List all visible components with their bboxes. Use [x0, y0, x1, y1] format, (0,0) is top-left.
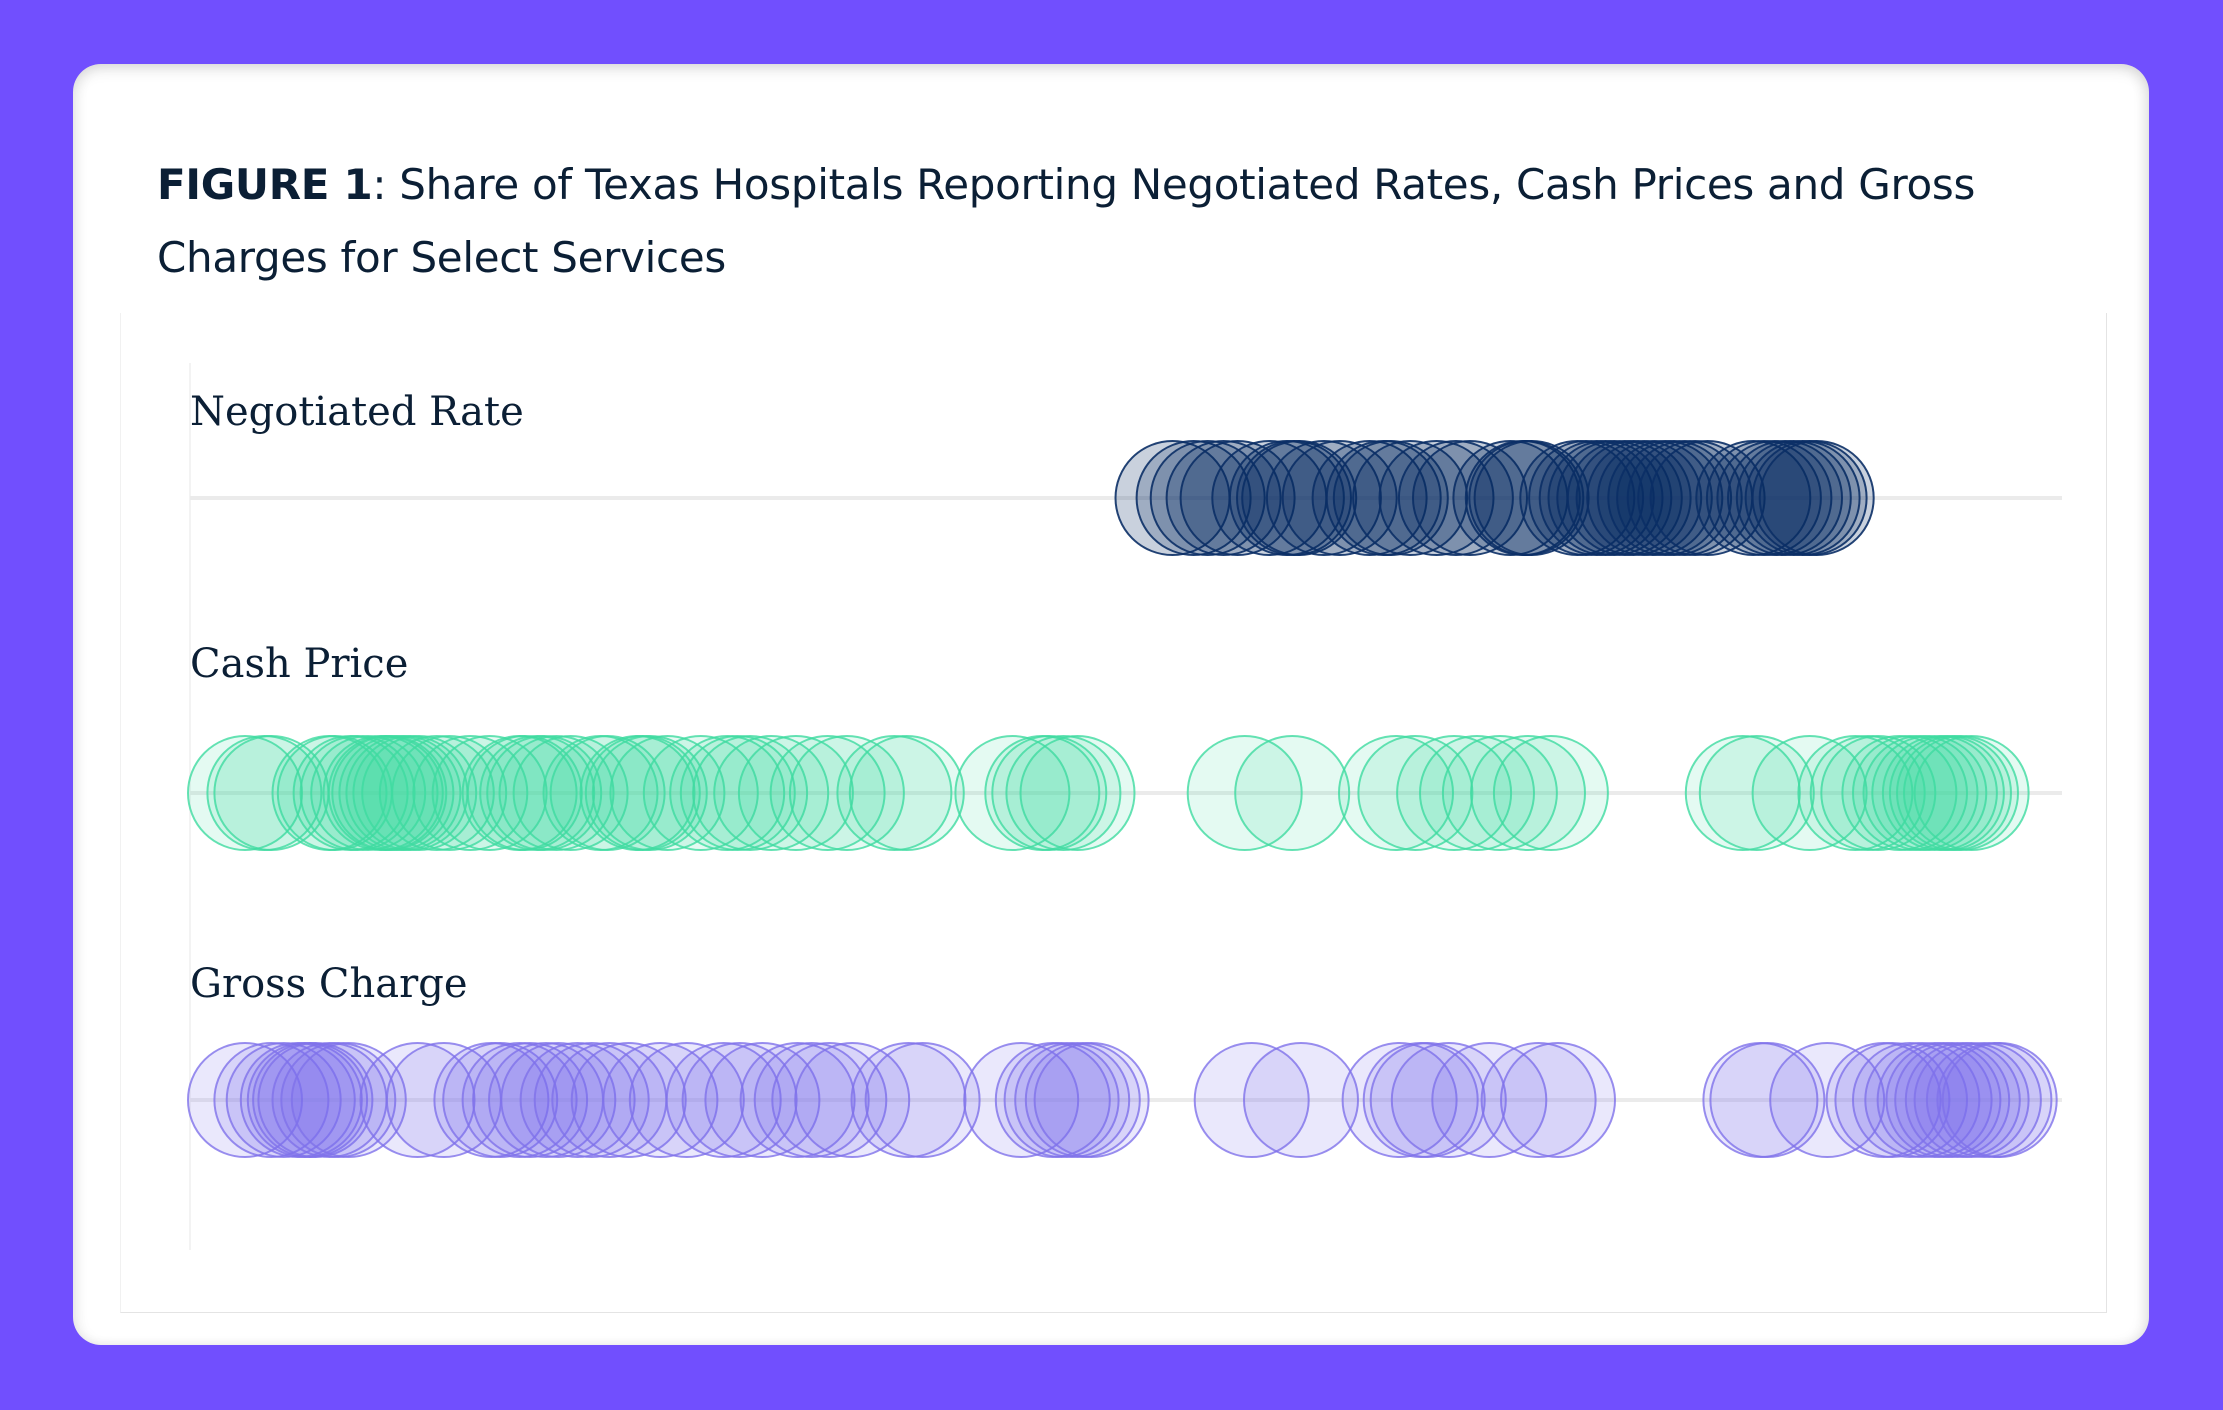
data-point[interactable]: Negotiated Rate: 89.3% [1758, 440, 1875, 556]
data-point[interactable]: Gross Charge: 37.7% [850, 1042, 967, 1158]
series-label-gross-charge: Gross Charge [190, 961, 468, 1007]
data-point[interactable]: Negotiated Rate: 53.9% [1135, 440, 1252, 556]
data-point[interactable]: Gross Charge: 9.8% [359, 1042, 476, 1158]
data-point[interactable]: Negotiated Rate: 66.2% [1352, 440, 1469, 556]
data-point[interactable]: Cash Price: 56.8% [1186, 735, 1303, 851]
data-point[interactable]: Cash Price: 68.7% [1396, 735, 1513, 851]
series-label-cash-price: Cash Price [190, 641, 408, 687]
data-point[interactable]: Cash Price: 47.3% [1019, 735, 1136, 851]
data-point[interactable]: Cash Price: 25.9% [642, 735, 759, 851]
data-point[interactable]: Gross Charge: 99.7% [1941, 1042, 2058, 1158]
data-point[interactable]: Gross Charge: 57.2% [1193, 1042, 1310, 1158]
data-point[interactable]: Cash Price: 85.9% [1698, 735, 1815, 851]
data-point[interactable]: Negotiated Rate: 62.2% [1281, 440, 1398, 556]
data-point[interactable]: Gross Charge: 93.6% [1834, 1042, 1951, 1158]
data-point[interactable]: Gross Charge: 32.2% [753, 1042, 870, 1158]
data-point[interactable]: Negotiated Rate: 73.1% [1473, 440, 1590, 556]
data-point[interactable]: Gross Charge: 17.8% [500, 1042, 617, 1158]
data-point[interactable]: Gross Charge: 19.7% [533, 1042, 650, 1158]
data-point[interactable]: Cash Price: 66.5% [1357, 735, 1474, 851]
data-point[interactable]: Cash Price: 24% [609, 735, 726, 851]
data-point[interactable]: Cash Price: 15.9% [466, 735, 583, 851]
data-point[interactable]: Gross Charge: 25.1% [628, 1042, 745, 1158]
data-point[interactable]: Cash Price: 59.5% [1234, 735, 1351, 851]
data-point[interactable]: Negotiated Rate: 61.3% [1265, 440, 1382, 556]
data-point[interactable]: Negotiated Rate: 55.6% [1165, 440, 1282, 556]
series-gross-charge: Gross ChargeGross Charge: 0%Gross Charge… [187, 961, 2062, 1158]
data-point[interactable]: Gross Charge: 33.2% [771, 1042, 888, 1158]
data-point[interactable]: Gross Charge: 29.4% [704, 1042, 821, 1158]
data-point[interactable]: Cash Price: 36.9% [836, 735, 953, 851]
data-point[interactable]: Cash Price: 72.9% [1470, 735, 1586, 851]
data-point[interactable]: Cash Price: 34.2% [788, 735, 905, 851]
chart-frame [120, 313, 2107, 1313]
data-point[interactable]: Cash Price: 46.5% [1005, 735, 1122, 851]
data-point[interactable]: Gross Charge: 4% [257, 1042, 374, 1158]
data-point[interactable]: Cash Price: 88.9% [1751, 735, 1868, 851]
data-point[interactable]: Cash Price: 45.7% [991, 735, 1108, 851]
data-point[interactable]: Cash Price: 12.8% [412, 735, 529, 851]
data-point[interactable]: Gross Charge: 23.6% [602, 1042, 719, 1158]
series-label-negotiated-rate: Negotiated Rate [190, 389, 524, 435]
data-point[interactable]: Cash Price: 91.5% [1797, 735, 1914, 851]
data-point[interactable]: Cash Price: 65.4% [1338, 735, 1454, 851]
data-point[interactable]: Cash Price: 74.2% [1492, 735, 1609, 851]
data-point[interactable]: Gross Charge: 21.8% [570, 1042, 687, 1158]
data-point[interactable]: Gross Charge: 5.9% [290, 1042, 407, 1158]
data-point[interactable]: Cash Price: 98.1% [1913, 735, 2030, 851]
data-point[interactable]: Gross Charge: 44.1% [963, 1042, 1080, 1158]
data-point[interactable]: Cash Price: 0% [187, 735, 303, 851]
data-point[interactable]: Gross Charge: 0% [187, 1042, 303, 1158]
data-point[interactable]: Cash Price: 33.1% [769, 735, 886, 851]
data-point[interactable]: Cash Price: 85.1% [1684, 735, 1801, 851]
data-point[interactable]: Cash Price: 37.6% [848, 735, 965, 851]
data-point[interactable]: Gross Charge: 16.2% [472, 1042, 589, 1158]
data-point[interactable]: Cash Price: 10.9% [378, 735, 495, 851]
data-point[interactable]: Cash Price: 43.6% [954, 735, 1071, 851]
series-cash-price: Cash PriceCash Price: 0%Cash Price: 1.1%… [187, 641, 2062, 851]
data-point[interactable]: Negotiated Rate: 59.9% [1241, 440, 1358, 556]
data-point[interactable]: Gross Charge: 60% [1243, 1042, 1359, 1158]
data-point[interactable]: Cash Price: 71.3% [1441, 735, 1558, 851]
data-point[interactable]: Gross Charge: 98.1% [1913, 1042, 2030, 1158]
data-point[interactable]: Cash Price: 17.7% [498, 735, 615, 851]
data-point[interactable]: Gross Charge: 48.1% [1033, 1042, 1150, 1158]
data-point[interactable]: Gross Charge: 94.6% [1852, 1042, 1968, 1158]
figure-title: FIGURE 1: Share of Texas Hospitals Repor… [157, 148, 2107, 294]
data-point[interactable]: Gross Charge: 73.5% [1480, 1042, 1597, 1158]
data-point[interactable]: Cash Price: 70% [1419, 735, 1535, 851]
data-point[interactable]: Gross Charge: 70.7% [1431, 1042, 1548, 1158]
data-point[interactable]: Cash Price: 18.5% [512, 735, 629, 851]
data-point[interactable]: Cash Price: 13.9% [431, 735, 548, 851]
series-negotiated-rate: Negotiated RateNegotiated Rate: 52.7%Neg… [190, 389, 2062, 556]
data-point[interactable]: Negotiated Rate: 67.7% [1378, 440, 1495, 556]
data-point[interactable]: Negotiated Rate: 65.1% [1332, 440, 1449, 556]
data-point[interactable]: Gross Charge: 38.5% [864, 1042, 981, 1158]
data-point[interactable]: Cash Price: 20.6% [549, 735, 666, 851]
figure-card: FIGURE 1: Share of Texas Hospitals Repor… [73, 64, 2149, 1345]
data-point[interactable]: Negotiated Rate: 54.7% [1149, 440, 1266, 556]
data-point[interactable]: Cash Price: 9.9% [361, 735, 478, 851]
data-point[interactable]: Gross Charge: 68.4% [1390, 1042, 1507, 1158]
data-point[interactable]: Gross Charge: 86.5% [1709, 1042, 1826, 1158]
data-point[interactable]: Gross Charge: 18.9% [519, 1042, 636, 1158]
figure-label: FIGURE 1 [157, 160, 373, 209]
figure-title-text: : Share of Texas Hospitals Reporting Neg… [157, 160, 1976, 282]
data-point[interactable]: Negotiated Rate: 68.8% [1397, 440, 1514, 556]
data-point[interactable]: Gross Charge: 31.4% [739, 1042, 856, 1158]
data-point[interactable]: Cash Price: 31.3% [737, 735, 854, 851]
data-point[interactable]: Gross Charge: 74.6% [1500, 1042, 1616, 1158]
data-point[interactable]: Cash Price: 28% [679, 735, 796, 851]
data-point[interactable]: Gross Charge: 27.2% [665, 1042, 782, 1158]
